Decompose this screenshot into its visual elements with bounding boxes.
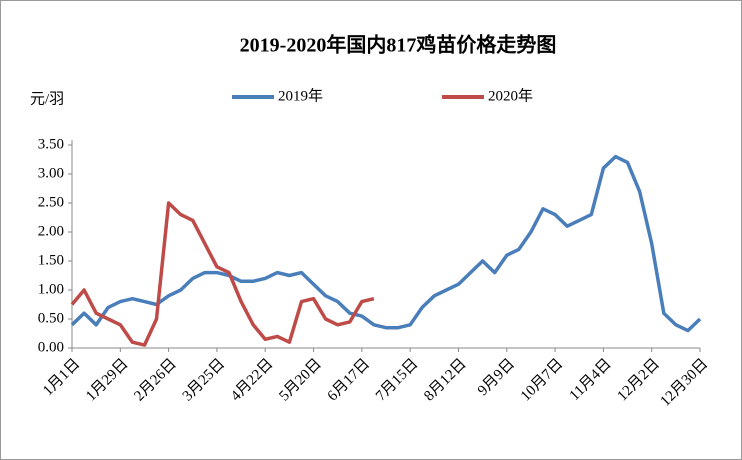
y-tick-label: 3.00 <box>38 165 64 181</box>
series-line <box>70 154 702 333</box>
y-tick-label: 0.00 <box>38 339 64 355</box>
series-line <box>70 201 375 347</box>
chart-title: 2019-2020年国内817鸡苗价格走势图 <box>240 33 557 57</box>
y-tick-label: 1.00 <box>38 281 64 297</box>
y-tick-label: 3.50 <box>38 136 64 152</box>
y-tick-label: 1.50 <box>38 252 64 268</box>
legend-label: 2020年 <box>488 87 533 104</box>
legend-label: 2019年 <box>278 87 323 104</box>
y-tick-label: 0.50 <box>38 310 64 326</box>
y-tick-label: 2.50 <box>38 194 64 210</box>
y-tick-label: 2.00 <box>38 223 64 239</box>
y-axis-label: 元/羽 <box>30 91 64 107</box>
